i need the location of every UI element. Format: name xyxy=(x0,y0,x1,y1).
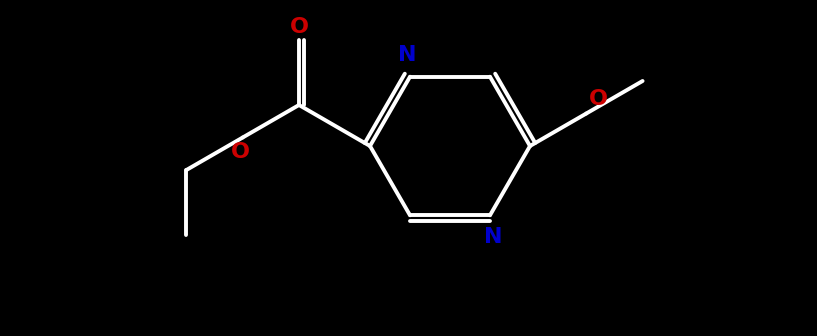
Text: N: N xyxy=(398,45,416,65)
Text: O: O xyxy=(289,17,309,37)
Text: O: O xyxy=(231,141,250,162)
Text: N: N xyxy=(484,227,502,247)
Text: O: O xyxy=(589,88,609,109)
